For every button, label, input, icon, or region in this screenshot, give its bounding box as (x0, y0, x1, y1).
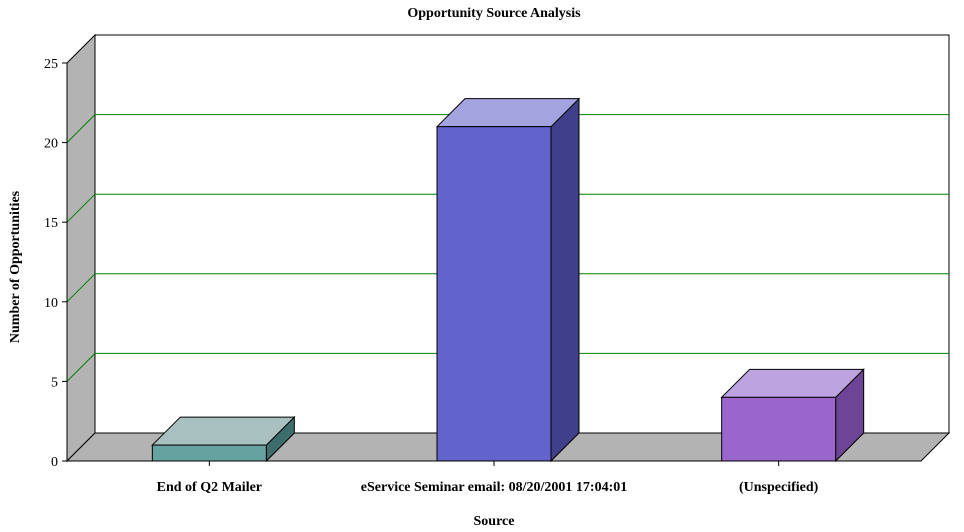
bar-front (721, 396, 837, 462)
bars (151, 97, 865, 463)
chart-title: Opportunity Source Analysis (407, 6, 581, 21)
y-tick-label: 25 (44, 57, 58, 72)
side-wall (66, 33, 96, 463)
gridline-diagonal (66, 114, 96, 143)
gridline-diagonal (66, 353, 96, 382)
bar-front (436, 126, 552, 462)
x-category-label: (Unspecified) (739, 480, 819, 495)
x-category-label: End of Q2 Mailer (157, 480, 262, 495)
y-tick-label: 20 (44, 137, 58, 152)
y-tick-label: 15 (44, 216, 58, 231)
bar (720, 368, 865, 463)
y-axis-label: Number of Opportunities (8, 190, 23, 343)
bar (151, 415, 296, 463)
bar-front (151, 444, 267, 462)
x-axis-categories: End of Q2 Mailer eService Seminar email: … (157, 461, 819, 495)
gridline-diagonal (66, 193, 96, 223)
x-category-label: eService Seminar email: 08/20/2001 17:04… (361, 480, 627, 495)
y-tick-label: 0 (51, 455, 58, 470)
gridline-diagonal (66, 273, 96, 303)
y-tick-label: 10 (44, 296, 58, 311)
y-tick-label: 5 (51, 375, 58, 390)
bar-side (550, 97, 580, 463)
x-axis-label: Source (474, 514, 515, 529)
bar (435, 97, 581, 463)
